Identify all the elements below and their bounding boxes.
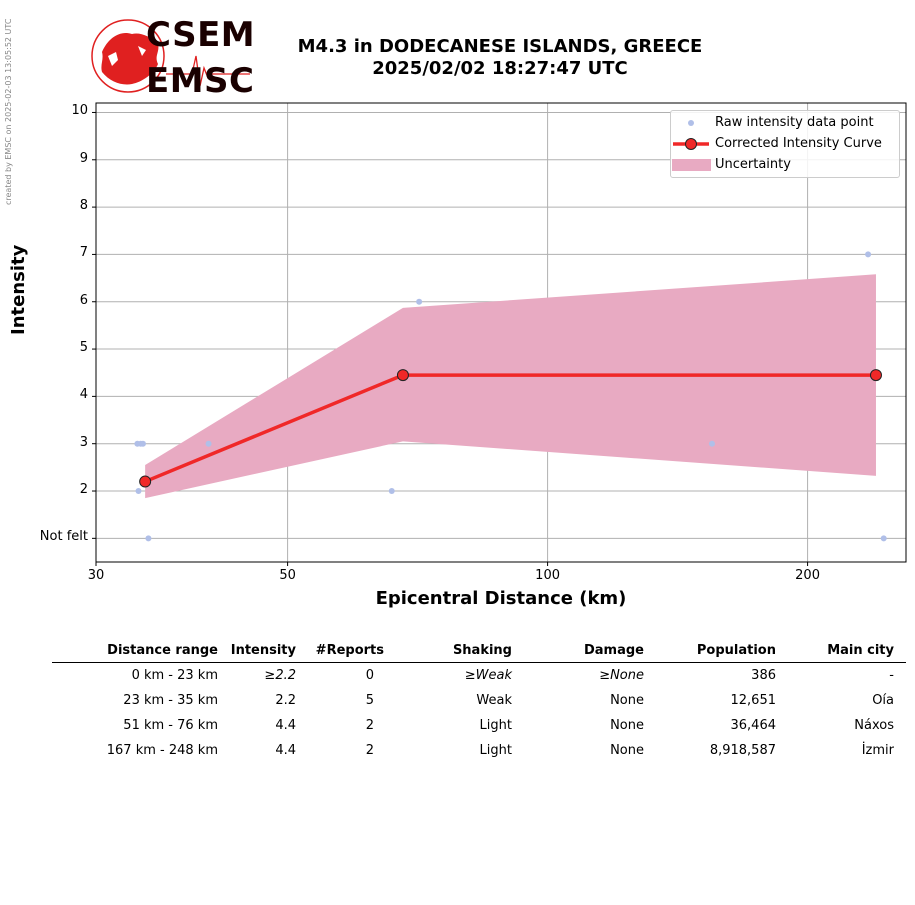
chart-title: M4.3 in DODECANESE ISLANDS, GREECE 2025/… [260, 36, 740, 80]
cell-shaking: Weak [476, 693, 512, 708]
legend-label-uncertainty: Uncertainty [715, 157, 791, 172]
cell-population: 36,464 [730, 718, 777, 733]
cell-population: 8,918,587 [709, 743, 776, 758]
legend-marker-uncertainty [672, 159, 711, 171]
table-row: 51 km - 76 km 4.4 2 Light None 36,464 Ná… [52, 713, 906, 738]
cell-main-city: İzmir [861, 743, 894, 758]
cell-population: 12,651 [730, 693, 777, 708]
cell-population: 386 [751, 668, 776, 683]
col-header-population: Population [656, 640, 788, 663]
col-header-shaking: Shaking [396, 640, 524, 663]
legend-item-curve: Corrected Intensity Curve [671, 134, 899, 154]
y-tick-label: 5 [79, 340, 88, 356]
cell-main-city: Oía [872, 693, 894, 708]
intensity-summary-table: Distance range Intensity #Reports Shakin… [52, 640, 906, 763]
raw-data-point [388, 488, 395, 495]
y-tick-label: Not felt [39, 529, 88, 545]
col-header-distance: Distance range [52, 640, 230, 663]
cell-intensity: 4.4 [275, 743, 296, 758]
cell-distance: 167 km - 248 km [106, 743, 218, 758]
y-tick-label: 6 [79, 292, 88, 308]
y-tick-label: 7 [79, 245, 88, 261]
legend-item-uncertainty: Uncertainty [671, 155, 899, 175]
legend-label-curve: Corrected Intensity Curve [715, 136, 882, 151]
cell-intensity: 2.2 [275, 693, 296, 708]
raw-data-point [416, 298, 423, 305]
cell-distance: 51 km - 76 km [123, 718, 218, 733]
legend-marker-curve [673, 138, 709, 150]
cell-shaking: Light [479, 718, 512, 733]
corrected-intensity-point [396, 369, 409, 382]
cell-intensity: ≥2.2 [264, 668, 296, 683]
col-header-damage: Damage [524, 640, 656, 663]
col-header-main-city: Main city [788, 640, 906, 663]
y-tick-label: 3 [79, 434, 88, 450]
cell-shaking: ≥Weak [464, 668, 512, 683]
chart-title-line2: 2025/02/02 18:27:47 UTC [372, 58, 628, 79]
x-axis-label: Epicentral Distance (km) [375, 588, 627, 609]
chart-legend: Raw intensity data point Corrected Inten… [670, 110, 900, 178]
csem-emsc-logo: CSEM EMSC [88, 16, 258, 100]
legend-marker-raw [688, 120, 694, 126]
y-tick-label: 2 [79, 482, 88, 498]
corrected-intensity-point [139, 475, 152, 488]
plot-frame [95, 102, 907, 563]
y-tick-label: 4 [79, 387, 88, 403]
raw-data-point [205, 440, 212, 447]
col-header-intensity: Intensity [230, 640, 308, 663]
cell-damage: None [610, 743, 644, 758]
x-tick-label: 50 [279, 568, 296, 583]
cell-damage: ≥None [599, 668, 644, 683]
raw-data-point [708, 440, 715, 447]
europe-globe-icon [91, 19, 250, 93]
raw-data-point [145, 535, 152, 542]
col-header-reports: #Reports [308, 640, 396, 663]
raw-data-point [135, 488, 142, 495]
y-axis-label: Intensity [8, 244, 29, 335]
cell-main-city: Náxos [854, 718, 894, 733]
cell-intensity: 4.4 [275, 718, 296, 733]
logo-text-emsc: EMSC [146, 61, 255, 101]
uncertainty-band [145, 274, 876, 499]
table-row: 0 km - 23 km ≥2.2 0 ≥Weak ≥None 386 - [52, 663, 906, 689]
cell-reports: 5 [365, 693, 374, 708]
raw-data-point [865, 251, 872, 258]
cell-distance: 0 km - 23 km [131, 668, 218, 683]
legend-item-raw: Raw intensity data point [671, 113, 899, 133]
y-tick-label: 8 [79, 198, 88, 214]
cell-reports: 2 [365, 743, 374, 758]
x-tick-label: 100 [535, 568, 560, 583]
cell-damage: None [610, 718, 644, 733]
x-tick-label: 30 [87, 568, 105, 583]
table-row: 167 km - 248 km 4.4 2 Light None 8,918,5… [52, 738, 906, 763]
cell-reports: 2 [365, 718, 374, 733]
y-tick-label: 10 [71, 103, 88, 119]
raw-data-point [880, 535, 887, 542]
chart-title-line1: M4.3 in DODECANESE ISLANDS, GREECE [297, 36, 703, 57]
cell-damage: None [610, 693, 644, 708]
table-row: 23 km - 35 km 2.2 5 Weak None 12,651 Oía [52, 688, 906, 713]
raw-data-point [139, 440, 146, 447]
cell-reports: 0 [365, 668, 374, 683]
cell-shaking: Light [479, 743, 512, 758]
corrected-intensity-point [869, 369, 882, 382]
table-header-row: Distance range Intensity #Reports Shakin… [52, 640, 906, 663]
x-tick-label: 200 [795, 568, 820, 583]
intensity-chart [92, 102, 907, 566]
cell-main-city: - [889, 668, 894, 683]
logo-text-csem: CSEM [146, 15, 256, 55]
y-tick-label: 9 [79, 150, 88, 166]
legend-label-raw: Raw intensity data point [715, 115, 874, 130]
cell-distance: 23 km - 35 km [123, 693, 218, 708]
